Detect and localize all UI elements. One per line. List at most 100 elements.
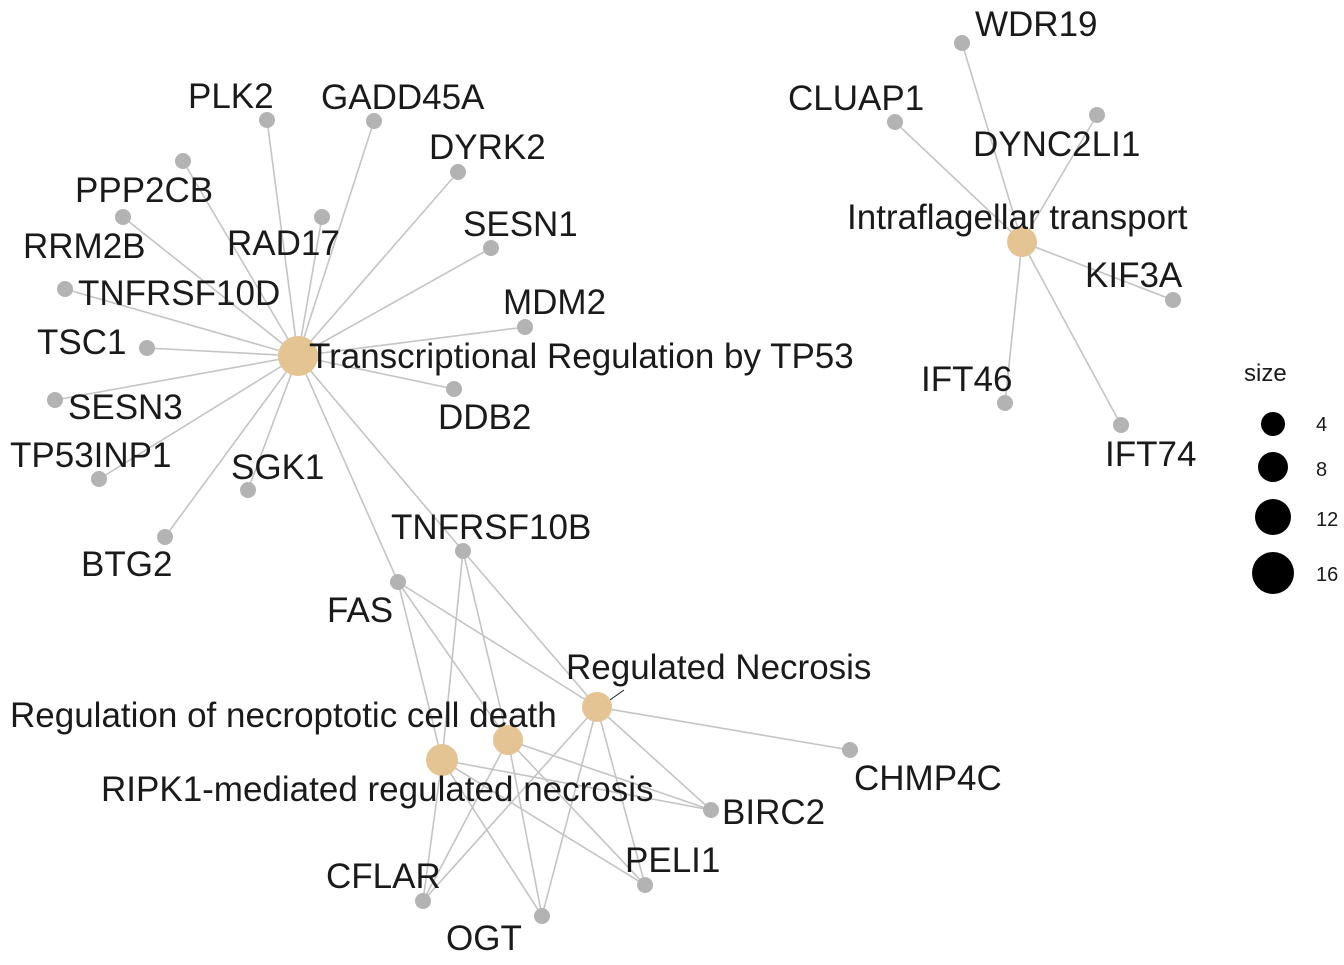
edge-regulation-of-necroptotic-cell-death-birc2 bbox=[507, 739, 712, 811]
gene-label-ift46: IFT46 bbox=[921, 360, 1012, 399]
gene-label-wdr19: WDR19 bbox=[975, 5, 1098, 44]
gene-node-btg2 bbox=[157, 529, 173, 545]
term-node-regulated-necrosis bbox=[582, 692, 612, 722]
gene-node-wdr19 bbox=[954, 35, 970, 51]
gene-node-rrm2b bbox=[57, 281, 73, 297]
gene-node-birc2 bbox=[703, 802, 719, 818]
gene-label-rrm2b: RRM2B bbox=[23, 227, 146, 266]
gene-label-dyrk2: DYRK2 bbox=[429, 128, 546, 167]
gene-label-cflar: CFLAR bbox=[326, 857, 441, 896]
gene-node-tp53inp1 bbox=[91, 471, 107, 487]
gene-node-ddb2 bbox=[446, 381, 462, 397]
gene-label-peli1: PELI1 bbox=[625, 841, 720, 880]
term-label-regulation-of-necroptotic-cell-death: Regulation of necroptotic cell death bbox=[10, 696, 557, 735]
edge-regulated-necrosis-chmp4c bbox=[596, 706, 851, 751]
legend-title: size bbox=[1244, 360, 1287, 387]
gene-label-chmp4c: CHMP4C bbox=[854, 759, 1002, 798]
gene-label-ddb2: DDB2 bbox=[438, 398, 531, 437]
legend-dot-small bbox=[1261, 412, 1285, 436]
gene-node-rad17 bbox=[314, 209, 330, 225]
gene-label-dync2li1: DYNC2LI1 bbox=[973, 125, 1140, 164]
gene-label-kif3a: KIF3A bbox=[1085, 256, 1183, 295]
gene-node-sesn1 bbox=[483, 240, 499, 256]
edge-regulation-of-necroptotic-cell-death-cflar bbox=[422, 739, 509, 902]
gene-node-cflar bbox=[415, 893, 431, 909]
edge-ripk1-mediated-regulated-necrosis-tnfrsf10b bbox=[441, 550, 464, 761]
edge-ripk1-mediated-regulated-necrosis-peli1 bbox=[441, 759, 646, 886]
edge-regulated-necrosis-ogt bbox=[541, 706, 598, 917]
gene-label-sgk1: SGK1 bbox=[231, 448, 324, 487]
edge-transcriptional-regulation-by-tp53-rad17 bbox=[297, 216, 323, 357]
edge-transcriptional-regulation-by-tp53-fas bbox=[297, 355, 399, 583]
gene-node-tnfrsf10b bbox=[455, 543, 471, 559]
edge-transcriptional-regulation-by-tp53-sesn3 bbox=[54, 355, 299, 401]
edge-transcriptional-regulation-by-tp53-dyrk2 bbox=[297, 171, 459, 357]
gene-node-kif3a bbox=[1165, 292, 1181, 308]
term-node-ripk1-mediated-regulated-necrosis bbox=[426, 744, 458, 776]
size-legend: size 4 8 12 16 bbox=[1244, 360, 1338, 594]
edge-transcriptional-regulation-by-tp53-ddb2 bbox=[297, 355, 455, 390]
legend-dot-medium bbox=[1258, 452, 1288, 482]
gene-node-ppp2cb bbox=[115, 209, 131, 225]
gene-node-sesn3 bbox=[47, 392, 63, 408]
gene-label-tp53inp1: TP53INP1 bbox=[10, 436, 171, 475]
edge-regulation-of-necroptotic-cell-death-peli1 bbox=[507, 739, 646, 886]
edge-transcriptional-regulation-by-tp53-sgk1 bbox=[247, 355, 299, 491]
gene-label-ogt: OGT bbox=[446, 919, 522, 958]
edge-transcriptional-regulation-by-tp53-plk2 bbox=[266, 119, 299, 357]
gene-label-tsc1: TSC1 bbox=[37, 323, 126, 362]
edge-transcriptional-regulation-by-tp53-mdm2 bbox=[297, 326, 526, 357]
gene-node-plk2 bbox=[259, 112, 275, 128]
term-node-regulation-of-necroptotic-cell-death bbox=[493, 725, 523, 755]
gene-label-sesn1: SESN1 bbox=[463, 205, 578, 244]
edge-intraflagellar-transport-kif3a bbox=[1021, 241, 1174, 301]
gene-label-gadd45a: GADD45A bbox=[321, 78, 485, 117]
node-layer bbox=[47, 35, 1181, 924]
edge-ripk1-mediated-regulated-necrosis-ogt bbox=[441, 759, 543, 917]
legend-dot-xlarge bbox=[1252, 552, 1294, 594]
edge-intraflagellar-transport-ift46 bbox=[1004, 241, 1023, 404]
edge-transcriptional-regulation-by-tp53-tsc1 bbox=[146, 347, 299, 357]
gene-label-cluap1: CLUAP1 bbox=[788, 79, 924, 118]
term-label-intraflagellar-transport: Intraflagellar transport bbox=[847, 198, 1188, 237]
gene-label-fas: FAS bbox=[327, 591, 393, 630]
gene-label-tnfrsf10b: TNFRSF10B bbox=[391, 508, 591, 547]
gene-node-cluap1 bbox=[887, 114, 903, 130]
edge-regulation-of-necroptotic-cell-death-tnfrsf10b bbox=[462, 550, 509, 741]
gene-node-tsc1 bbox=[139, 340, 155, 356]
gene-node-ift74 bbox=[1113, 417, 1129, 433]
gene-node-ift46 bbox=[997, 395, 1013, 411]
edge-intraflagellar-transport-dync2li1 bbox=[1021, 114, 1098, 243]
gene-label-tnfrsf10d: TNFRSF10D bbox=[78, 274, 280, 313]
gene-label-rad17: RAD17 bbox=[227, 224, 340, 263]
gene-node-chmp4c bbox=[842, 742, 858, 758]
term-label-regulated-necrosis: Regulated Necrosis bbox=[566, 648, 871, 687]
edge-transcriptional-regulation-by-tp53-gadd45a bbox=[297, 120, 375, 357]
edge-transcriptional-regulation-by-tp53-rrm2b bbox=[64, 288, 299, 357]
edge-regulated-necrosis-birc2 bbox=[596, 706, 712, 811]
gene-label-sesn3: SESN3 bbox=[68, 388, 183, 427]
gene-label-ift74: IFT74 bbox=[1105, 435, 1196, 474]
term-node-transcriptional-regulation-by-tp53 bbox=[278, 336, 318, 376]
gene-node-dyrk2 bbox=[450, 164, 466, 180]
term-node-intraflagellar-transport bbox=[1007, 227, 1037, 257]
term-label-transcriptional-regulation-by-tp53: Transcriptional Regulation by TP53 bbox=[309, 337, 854, 376]
gene-node-sgk1 bbox=[240, 482, 256, 498]
label-layer: PLK2 GADD45A DYRK2 SESN1 MDM2 DDB2 PPP2CB RAD17… bbox=[10, 5, 1196, 958]
gene-node-dync2li1 bbox=[1089, 107, 1105, 123]
edge-transcriptional-regulation-by-tp53-ppp2cb bbox=[122, 216, 299, 357]
edge-intraflagellar-transport-ift74 bbox=[1021, 241, 1122, 426]
gene-node-tnfrsf10d bbox=[175, 153, 191, 169]
legend-label: 8 bbox=[1316, 459, 1327, 481]
edge-regulation-of-necroptotic-cell-death-ogt bbox=[507, 739, 543, 917]
edge-ripk1-mediated-regulated-necrosis-cflar bbox=[422, 759, 443, 902]
gene-node-gadd45a bbox=[366, 113, 382, 129]
edge-ripk1-mediated-regulated-necrosis-birc2 bbox=[441, 759, 712, 811]
edge-regulated-necrosis-peli1 bbox=[596, 706, 646, 886]
edge-regulated-necrosis-fas bbox=[397, 581, 598, 708]
edge-ripk1-mediated-regulated-necrosis-fas bbox=[397, 581, 443, 761]
gene-label-ppp2cb: PPP2CB bbox=[75, 171, 213, 210]
legend-label: 16 bbox=[1316, 564, 1338, 586]
